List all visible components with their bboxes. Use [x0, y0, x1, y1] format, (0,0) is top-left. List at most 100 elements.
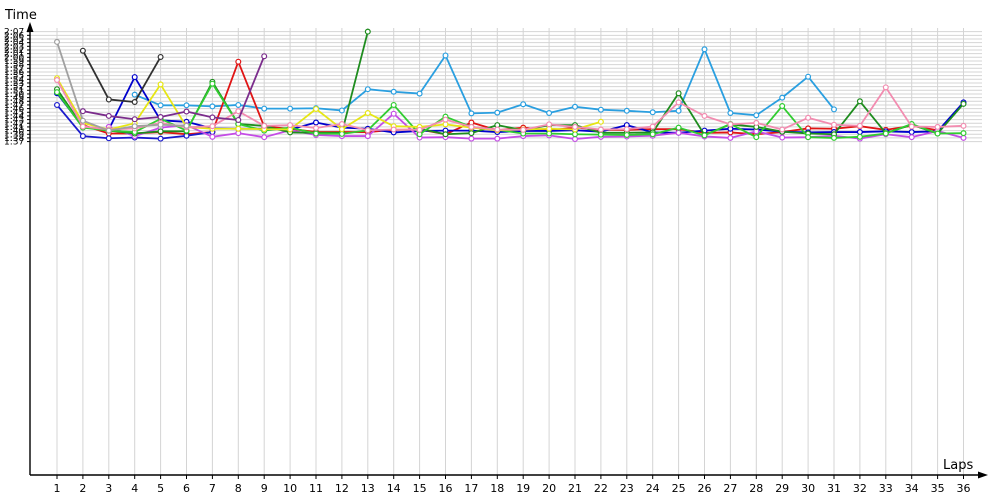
y-tick-label: 2:03	[4, 42, 24, 52]
x-tick-label: 26	[698, 482, 712, 495]
y-tick-label: 1:39	[4, 130, 24, 140]
data-point	[779, 94, 786, 101]
data-point	[79, 108, 86, 115]
y-axis-arrow	[26, 22, 34, 32]
data-point	[157, 114, 164, 121]
y-tick-label: 1:44	[4, 112, 24, 122]
data-point	[261, 134, 268, 141]
series-line	[56, 79, 964, 132]
x-tick-label: 16	[439, 482, 453, 495]
data-point	[494, 135, 501, 142]
data-point	[105, 127, 112, 134]
data-point	[701, 46, 708, 53]
y-tick-label: 1:42	[4, 119, 24, 129]
data-point	[416, 126, 423, 133]
data-point	[183, 122, 190, 129]
y-tick-label: 1:47	[4, 101, 24, 111]
x-axis-arrow	[978, 471, 988, 479]
data-point	[235, 116, 242, 123]
data-point	[494, 126, 501, 133]
data-point	[468, 110, 475, 117]
data-point	[157, 81, 164, 88]
x-tick-label: 28	[749, 482, 763, 495]
data-point	[79, 47, 86, 54]
x-tick-label: 7	[209, 482, 216, 495]
data-point	[727, 110, 734, 117]
series-lines	[53, 28, 967, 143]
data-point	[105, 96, 112, 103]
data-point	[779, 126, 786, 133]
data-point	[753, 112, 760, 119]
y-tick-label: 1:40	[4, 127, 24, 137]
data-point	[882, 130, 889, 137]
data-point	[701, 132, 708, 139]
series-line	[56, 82, 964, 139]
data-point	[131, 74, 138, 81]
y-tick-label: 1:38	[4, 134, 24, 144]
y-tick-label: 1:52	[4, 83, 24, 93]
x-tick-label: 22	[594, 482, 608, 495]
data-point	[960, 130, 967, 137]
series-11	[79, 47, 164, 106]
data-point	[546, 130, 553, 137]
y-tick-label: 1:46	[4, 105, 24, 115]
data-point	[727, 134, 734, 141]
y-tick-label: 2:02	[4, 46, 24, 56]
y-tick-label: 1:51	[4, 86, 24, 96]
x-tick-label: 13	[361, 482, 375, 495]
data-point	[131, 123, 138, 130]
data-point	[390, 101, 397, 108]
x-tick-label: 12	[335, 482, 349, 495]
data-point	[830, 121, 837, 128]
data-point	[157, 128, 164, 135]
data-point	[209, 103, 216, 110]
series-line	[56, 77, 602, 132]
y-tick-label: 1:43	[4, 116, 24, 126]
data-point	[416, 90, 423, 97]
data-point	[105, 112, 112, 119]
data-point	[623, 126, 630, 133]
x-tick-label: 31	[827, 482, 841, 495]
y-tick-label: 1:59	[4, 57, 24, 67]
y-tick-label: 2:05	[4, 35, 24, 45]
y-tick-label: 2:01	[4, 50, 24, 60]
data-point	[235, 125, 242, 132]
x-tick-label: 11	[309, 482, 323, 495]
series-line	[419, 92, 965, 136]
data-point	[53, 77, 60, 84]
data-point	[390, 110, 397, 117]
data-point	[131, 116, 138, 123]
y-tick-label: 1:55	[4, 72, 24, 82]
data-point	[338, 107, 345, 114]
data-point	[546, 121, 553, 128]
data-point	[805, 73, 812, 80]
data-point	[364, 110, 371, 117]
data-point	[79, 117, 86, 124]
data-point	[313, 130, 320, 137]
data-point	[364, 28, 371, 35]
data-point	[468, 130, 475, 137]
data-point	[649, 109, 656, 116]
data-point	[934, 123, 941, 130]
data-point	[856, 98, 863, 105]
data-point	[313, 125, 320, 132]
data-point	[468, 135, 475, 142]
series-line	[82, 55, 266, 121]
data-point	[157, 102, 164, 109]
data-point	[805, 134, 812, 141]
y-tick-label: 1:57	[4, 64, 24, 74]
x-tick-label: 21	[568, 482, 582, 495]
data-point	[753, 134, 760, 141]
series-line	[56, 41, 187, 132]
y-tick-label: 1:45	[4, 108, 24, 118]
x-tick-label: 18	[490, 482, 504, 495]
grid	[30, 28, 982, 475]
y-tick-label: 2:04	[4, 39, 24, 49]
data-point	[675, 90, 682, 97]
y-tick-label: 2:06	[4, 31, 24, 41]
data-point	[338, 130, 345, 137]
data-point	[209, 123, 216, 130]
data-point	[390, 126, 397, 133]
data-point	[235, 108, 242, 115]
